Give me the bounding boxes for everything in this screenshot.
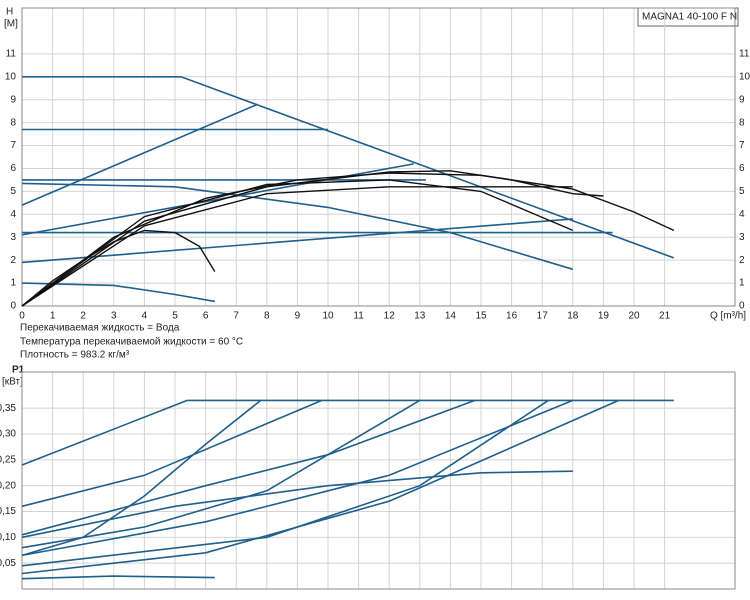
y-tick-label: 0,35 bbox=[0, 403, 16, 414]
curve bbox=[21, 172, 675, 307]
y-tick-label: 3 bbox=[10, 232, 16, 243]
x-tick-label: 1 bbox=[50, 311, 56, 322]
y-tick-label: 0,15 bbox=[0, 506, 16, 517]
y-tick-label: 8 bbox=[10, 117, 16, 128]
y2-tick-label: 1 bbox=[739, 278, 745, 289]
x-tick-label: 2 bbox=[80, 311, 86, 322]
x-tick-label: 6 bbox=[203, 311, 209, 322]
note: Температура перекачиваемой жидкости = 60… bbox=[20, 337, 243, 348]
x-tick-label: 0 bbox=[19, 311, 25, 322]
y-tick-label: 5 bbox=[10, 186, 16, 197]
curve bbox=[21, 103, 258, 206]
x-tick-label: 10 bbox=[322, 311, 334, 322]
x-tick-label: 16 bbox=[506, 311, 518, 322]
x-tick-label: 14 bbox=[445, 311, 457, 322]
y2-tick-label: 4 bbox=[739, 209, 745, 220]
y-tick-label: 4 bbox=[10, 209, 16, 220]
x-tick-label: 19 bbox=[598, 311, 610, 322]
curve bbox=[21, 399, 262, 557]
curve bbox=[21, 575, 215, 580]
x-tick-label: 3 bbox=[111, 311, 117, 322]
x-tick-label: 9 bbox=[295, 311, 301, 322]
x-tick-label: 21 bbox=[659, 311, 671, 322]
x-tick-label: 7 bbox=[233, 311, 239, 322]
plot-frame bbox=[21, 7, 736, 307]
curve bbox=[21, 399, 476, 536]
note: Перекачиваемая жидкость = Вода bbox=[20, 323, 180, 334]
y2-tick-label: 11 bbox=[739, 48, 750, 59]
note: Плотность = 983.2 кг/м³ bbox=[20, 350, 130, 361]
curve bbox=[21, 182, 574, 271]
curve bbox=[21, 470, 573, 539]
y2-tick-label: 8 bbox=[739, 117, 745, 128]
x-tick-label: 17 bbox=[537, 311, 549, 322]
curve bbox=[21, 399, 549, 567]
x-tick-label: 15 bbox=[475, 311, 487, 322]
x-tick-label: 8 bbox=[264, 311, 270, 322]
y-tick-label: 0,10 bbox=[0, 532, 16, 543]
curve bbox=[22, 76, 675, 259]
curve bbox=[21, 282, 215, 303]
y-tick-label: 0 bbox=[10, 301, 16, 312]
x-tick-label: 5 bbox=[172, 311, 178, 322]
y-tick-label: 2 bbox=[10, 255, 16, 266]
y-tick-label: 0,30 bbox=[0, 429, 16, 440]
plot-frame bbox=[21, 371, 736, 590]
y-tick-label: 0,05 bbox=[0, 558, 16, 569]
curve bbox=[21, 170, 604, 307]
curve bbox=[21, 399, 574, 557]
y2-tick-label: 5 bbox=[739, 186, 745, 197]
curve bbox=[21, 399, 323, 508]
curve bbox=[21, 186, 573, 307]
x-tick-label: 12 bbox=[384, 311, 396, 322]
y-tick-label: 7 bbox=[10, 140, 16, 151]
y-tick-label: 11 bbox=[6, 48, 17, 59]
x-tick-label: 11 bbox=[353, 311, 364, 322]
y-label: H bbox=[6, 7, 13, 18]
x-tick-label: 13 bbox=[414, 311, 426, 322]
curve bbox=[21, 218, 573, 264]
y-label: P1 bbox=[12, 365, 25, 376]
legend-text: MAGNA1 40-100 F N bbox=[642, 12, 737, 23]
y2-tick-label: 0 bbox=[739, 301, 745, 312]
x-tick-label: 20 bbox=[628, 311, 640, 322]
y-tick-label: 0,25 bbox=[0, 454, 16, 465]
y2-tick-label: 3 bbox=[739, 232, 745, 243]
y-tick-label: 6 bbox=[10, 163, 16, 174]
curve bbox=[21, 399, 188, 466]
x-tick-label: 18 bbox=[567, 311, 579, 322]
y-tick-label: 9 bbox=[10, 94, 16, 105]
y-label: [M] bbox=[4, 19, 18, 30]
y-tick-label: 0,20 bbox=[0, 480, 16, 491]
y2-tick-label: 6 bbox=[739, 163, 745, 174]
y2-tick-label: 7 bbox=[739, 140, 745, 151]
x-tick-label: 4 bbox=[142, 311, 148, 322]
y-tick-label: 10 bbox=[5, 71, 17, 82]
y2-tick-label: 9 bbox=[739, 94, 745, 105]
curve bbox=[21, 179, 574, 307]
curve bbox=[21, 399, 421, 549]
y2-tick-label: 10 bbox=[739, 71, 750, 82]
y2-tick-label: 2 bbox=[739, 255, 745, 266]
y-label: [кВт] bbox=[2, 377, 23, 388]
x-label: Q [m³/h] bbox=[710, 311, 746, 322]
y-tick-label: 1 bbox=[10, 278, 16, 289]
